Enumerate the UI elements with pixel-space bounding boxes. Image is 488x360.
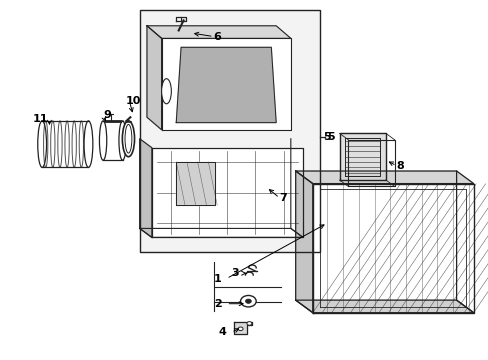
Circle shape bbox=[240, 296, 256, 307]
Polygon shape bbox=[312, 184, 473, 313]
Circle shape bbox=[238, 327, 243, 330]
Text: 5: 5 bbox=[327, 132, 334, 142]
Text: 5: 5 bbox=[323, 132, 330, 142]
Polygon shape bbox=[176, 162, 215, 205]
Polygon shape bbox=[140, 228, 303, 237]
Text: 2: 2 bbox=[213, 299, 221, 309]
Circle shape bbox=[245, 299, 251, 303]
Ellipse shape bbox=[125, 125, 132, 153]
Ellipse shape bbox=[99, 121, 106, 160]
Polygon shape bbox=[295, 171, 312, 313]
Polygon shape bbox=[147, 26, 161, 130]
Polygon shape bbox=[140, 10, 320, 252]
Ellipse shape bbox=[119, 121, 126, 160]
Text: 10: 10 bbox=[125, 96, 141, 106]
Text: 6: 6 bbox=[213, 32, 221, 41]
Text: 1: 1 bbox=[213, 274, 221, 284]
Text: 3: 3 bbox=[230, 268, 238, 278]
Polygon shape bbox=[161, 39, 290, 130]
Polygon shape bbox=[295, 171, 473, 184]
Polygon shape bbox=[152, 148, 303, 237]
Polygon shape bbox=[176, 47, 276, 123]
Polygon shape bbox=[339, 134, 385, 180]
Polygon shape bbox=[295, 300, 473, 313]
Text: 4: 4 bbox=[218, 327, 226, 337]
Ellipse shape bbox=[122, 121, 134, 157]
Text: 9: 9 bbox=[103, 111, 111, 121]
Text: 7: 7 bbox=[279, 193, 287, 203]
Ellipse shape bbox=[84, 121, 93, 167]
Polygon shape bbox=[233, 321, 252, 334]
Ellipse shape bbox=[161, 79, 171, 104]
Text: 8: 8 bbox=[396, 161, 404, 171]
Polygon shape bbox=[140, 139, 152, 237]
Text: 11: 11 bbox=[33, 114, 48, 124]
Circle shape bbox=[246, 321, 251, 325]
Polygon shape bbox=[147, 26, 290, 39]
